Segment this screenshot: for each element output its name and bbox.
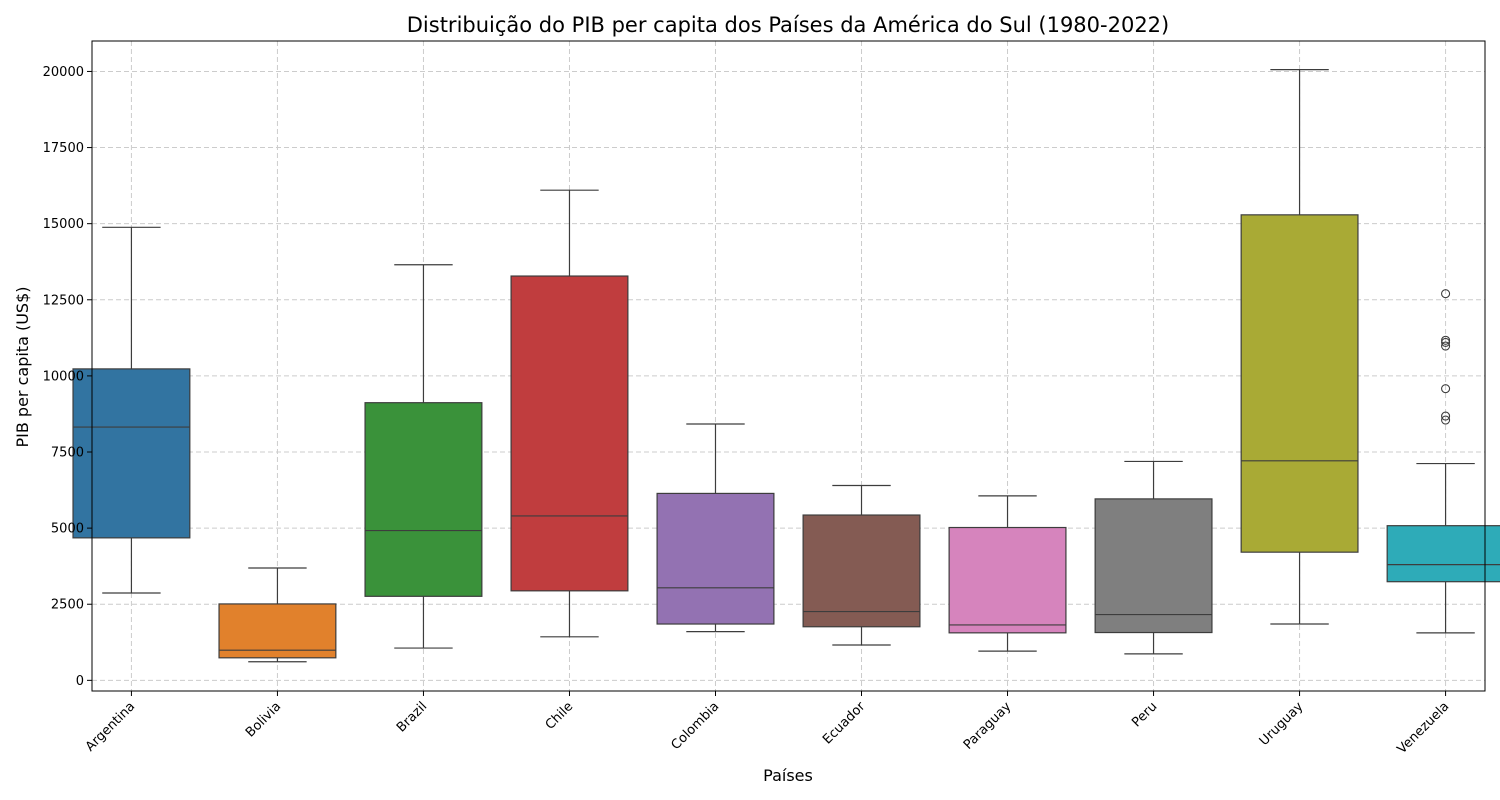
iqr-box <box>510 275 629 592</box>
x-tick-label: Colombia <box>669 699 723 753</box>
outlier-point <box>1441 335 1451 345</box>
y-tick-label: 15000 <box>43 217 84 232</box>
box-paraguay <box>948 495 1067 652</box>
iqr-box <box>1240 214 1359 553</box>
y-axis-label: PIB per capita (US$) <box>13 287 32 448</box>
x-tick-label: Ecuador <box>820 699 869 748</box>
outlier-point <box>1441 341 1451 351</box>
box-chile <box>510 189 629 638</box>
y-tick-label: 2500 <box>51 598 84 613</box>
box-argentina <box>72 226 191 594</box>
box-venezuela <box>1386 289 1500 634</box>
x-tick-label: Venezuela <box>1395 699 1453 757</box>
box-layer <box>72 69 1500 663</box>
box-peru <box>1094 460 1213 655</box>
x-tick-label: Uruguay <box>1257 699 1307 749</box>
box-bolivia <box>218 567 337 663</box>
iqr-box <box>1386 525 1500 583</box>
box-uruguay <box>1240 69 1359 625</box>
box-brazil <box>364 264 483 649</box>
x-tick-label: Chile <box>543 699 577 733</box>
plot-frame <box>91 40 1486 692</box>
iqr-box <box>72 368 191 539</box>
y-tick-label: 5000 <box>51 522 84 537</box>
iqr-box <box>364 402 483 597</box>
iqr-box <box>1094 498 1213 634</box>
outlier-point <box>1441 384 1451 394</box>
iqr-box <box>948 526 1067 634</box>
x-tick-label: Bolivia <box>243 699 284 740</box>
outlier-point <box>1441 411 1451 421</box>
iqr-box <box>656 492 775 625</box>
box-colombia <box>656 423 775 633</box>
x-tick-label: Argentina <box>83 699 138 754</box>
x-tick-label: Peru <box>1129 699 1160 730</box>
y-tick-label: 17500 <box>43 141 84 156</box>
outlier-point <box>1441 289 1451 299</box>
y-tick-label: 0 <box>76 674 84 689</box>
iqr-box <box>802 514 921 628</box>
y-tick-label: 20000 <box>43 65 84 80</box>
x-tick-label: Brazil <box>394 699 430 735</box>
chart-title: Distribuição do PIB per capita dos Paíse… <box>407 13 1170 37</box>
y-tick-label: 7500 <box>51 446 84 461</box>
grid-layer <box>92 41 1485 691</box>
box-ecuador <box>802 484 921 646</box>
outlier-point <box>1441 415 1451 425</box>
y-tick-label: 10000 <box>43 369 84 384</box>
x-tick-label: Paraguay <box>961 699 1015 753</box>
iqr-box <box>218 603 337 659</box>
y-tick-label: 12500 <box>43 293 84 308</box>
x-axis-label: Países <box>763 766 813 785</box>
